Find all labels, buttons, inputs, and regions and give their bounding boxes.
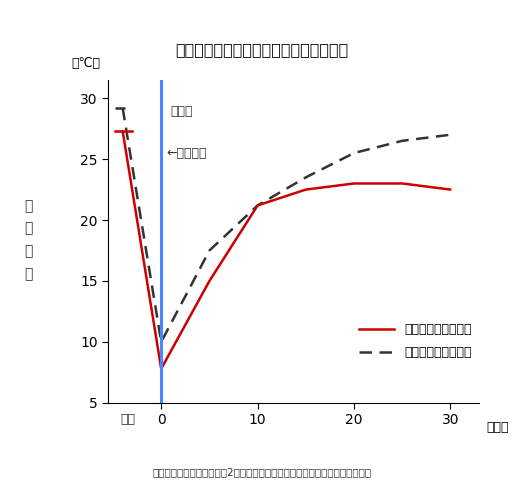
Text: 時間: 時間: [120, 413, 135, 426]
Text: ←冷水負荷: ←冷水負荷: [166, 146, 206, 159]
Text: 女子栄養大学臨床栄養学第2研究室「東洋医学における食性の研究」より改変: 女子栄養大学臨床栄養学第2研究室「東洋医学における食性の研究」より改変: [153, 468, 372, 478]
Text: （分）: （分）: [487, 420, 509, 433]
Legend: 温性の食事の摂取前, 温性の食事の摂取後: 温性の食事の摂取前, 温性の食事の摂取後: [354, 318, 477, 364]
Text: （℃）: （℃）: [71, 57, 100, 70]
Text: 安静時: 安静時: [171, 105, 193, 118]
Text: 体
表
温
度: 体 表 温 度: [25, 199, 33, 281]
Text: 冷水に手をつけたあとの体表温度の回復: 冷水に手をつけたあとの体表温度の回復: [175, 42, 348, 57]
